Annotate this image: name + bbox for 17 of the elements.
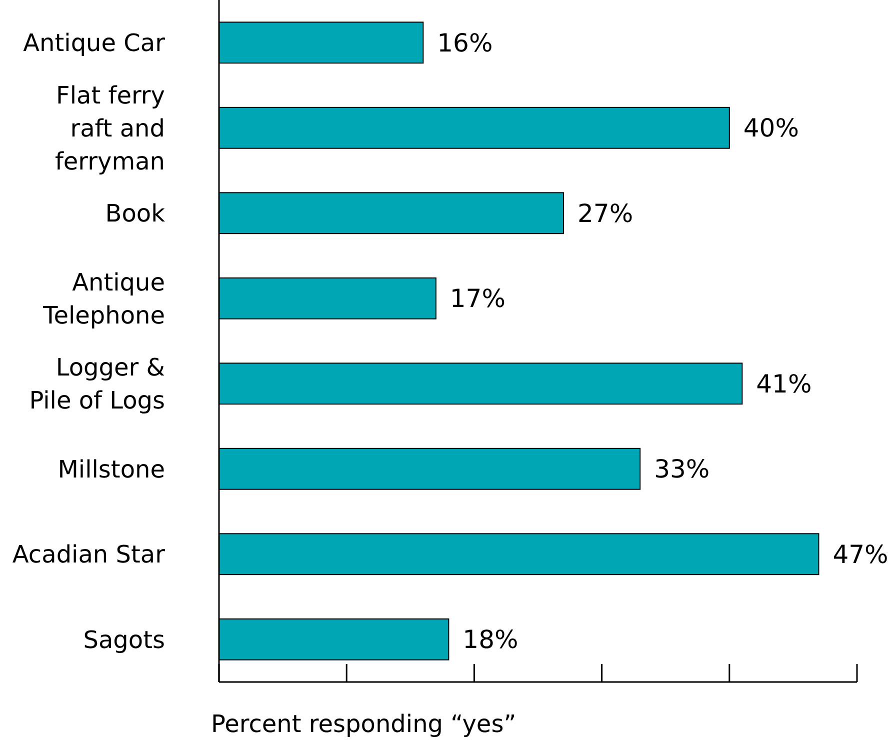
data-label: 18% (462, 625, 518, 654)
y-tick-label: Book (105, 200, 166, 228)
y-tick-label: Antique Car (23, 29, 166, 58)
y-tick-label: Acadian Star (12, 540, 166, 569)
data-label: 33% (654, 454, 710, 484)
y-tick-label: Sagots (83, 626, 165, 654)
y-tick-label: Antique Telephone (42, 268, 165, 330)
y-tick-label: Flat ferry raft and ferryman (54, 81, 165, 176)
data-label: 17% (450, 284, 506, 314)
y-tick-label: Millstone (58, 455, 165, 484)
y-tick-label: Logger & Pile of Logs (29, 354, 165, 415)
x-axis-title: Percent responding “yes” (211, 710, 516, 738)
data-label: 47% (832, 540, 888, 569)
data-label: 27% (578, 198, 634, 228)
data-label: 40% (743, 114, 799, 143)
data-label: 16% (437, 28, 493, 58)
data-label: 41% (756, 369, 812, 398)
